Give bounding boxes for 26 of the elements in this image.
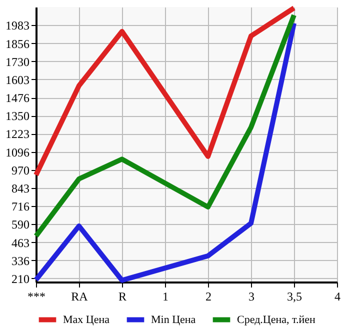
x-tick-label: 1 [162,290,168,304]
y-tick-label: 1350 [6,109,30,124]
y-tick-label: 590 [12,218,30,232]
x-tick-label: RA [71,290,88,304]
y-tick-label: 1983 [6,18,30,33]
x-tick-label: 2 [206,290,212,304]
x-tick-label: *** [28,290,46,304]
y-tick-label: 463 [12,236,30,250]
y-tick-label: 970 [12,163,30,178]
legend-label: Min Цена [151,314,196,326]
x-tick-label: 4 [334,290,340,304]
x-tick-label: 3,5 [287,290,302,304]
y-tick-label: 336 [12,254,30,268]
y-tick-label: 1730 [6,54,30,69]
x-tick-label: R [118,290,127,304]
y-tick-label: 1223 [6,127,30,142]
y-tick-label: 716 [12,200,30,214]
y-tick-label: 1096 [6,145,30,160]
legend-label: Сред.Цена, т.йен [237,314,316,326]
x-tick-label: 3 [248,290,254,304]
y-tick-label: 1476 [6,91,30,106]
legend-label: Max Цена [63,314,110,326]
y-tick-label: 843 [12,182,30,196]
y-tick-label: 1856 [6,36,30,51]
y-tick-label: 210 [12,272,30,286]
y-tick-label: 1603 [6,72,30,87]
